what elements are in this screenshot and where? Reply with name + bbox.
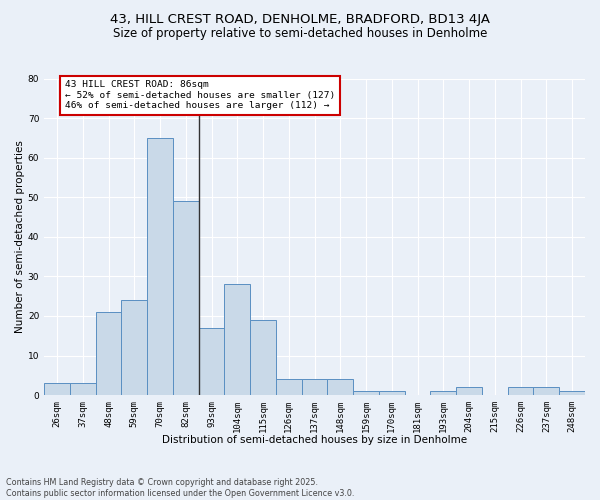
Bar <box>559 391 585 395</box>
Bar <box>276 380 302 395</box>
Bar <box>95 312 121 395</box>
Bar <box>70 383 95 395</box>
Bar <box>199 328 224 395</box>
Text: 43 HILL CREST ROAD: 86sqm
← 52% of semi-detached houses are smaller (127)
46% of: 43 HILL CREST ROAD: 86sqm ← 52% of semi-… <box>65 80 335 110</box>
Bar <box>456 387 482 395</box>
Y-axis label: Number of semi-detached properties: Number of semi-detached properties <box>15 140 25 333</box>
Bar <box>379 391 405 395</box>
Text: Size of property relative to semi-detached houses in Denholme: Size of property relative to semi-detach… <box>113 28 487 40</box>
Bar <box>250 320 276 395</box>
Bar <box>328 380 353 395</box>
Bar <box>224 284 250 395</box>
Bar <box>121 300 147 395</box>
Bar <box>508 387 533 395</box>
X-axis label: Distribution of semi-detached houses by size in Denholme: Distribution of semi-detached houses by … <box>162 435 467 445</box>
Bar <box>430 391 456 395</box>
Bar <box>533 387 559 395</box>
Bar <box>353 391 379 395</box>
Bar <box>302 380 328 395</box>
Bar <box>173 201 199 395</box>
Bar <box>147 138 173 395</box>
Text: 43, HILL CREST ROAD, DENHOLME, BRADFORD, BD13 4JA: 43, HILL CREST ROAD, DENHOLME, BRADFORD,… <box>110 12 490 26</box>
Bar <box>44 383 70 395</box>
Text: Contains HM Land Registry data © Crown copyright and database right 2025.
Contai: Contains HM Land Registry data © Crown c… <box>6 478 355 498</box>
